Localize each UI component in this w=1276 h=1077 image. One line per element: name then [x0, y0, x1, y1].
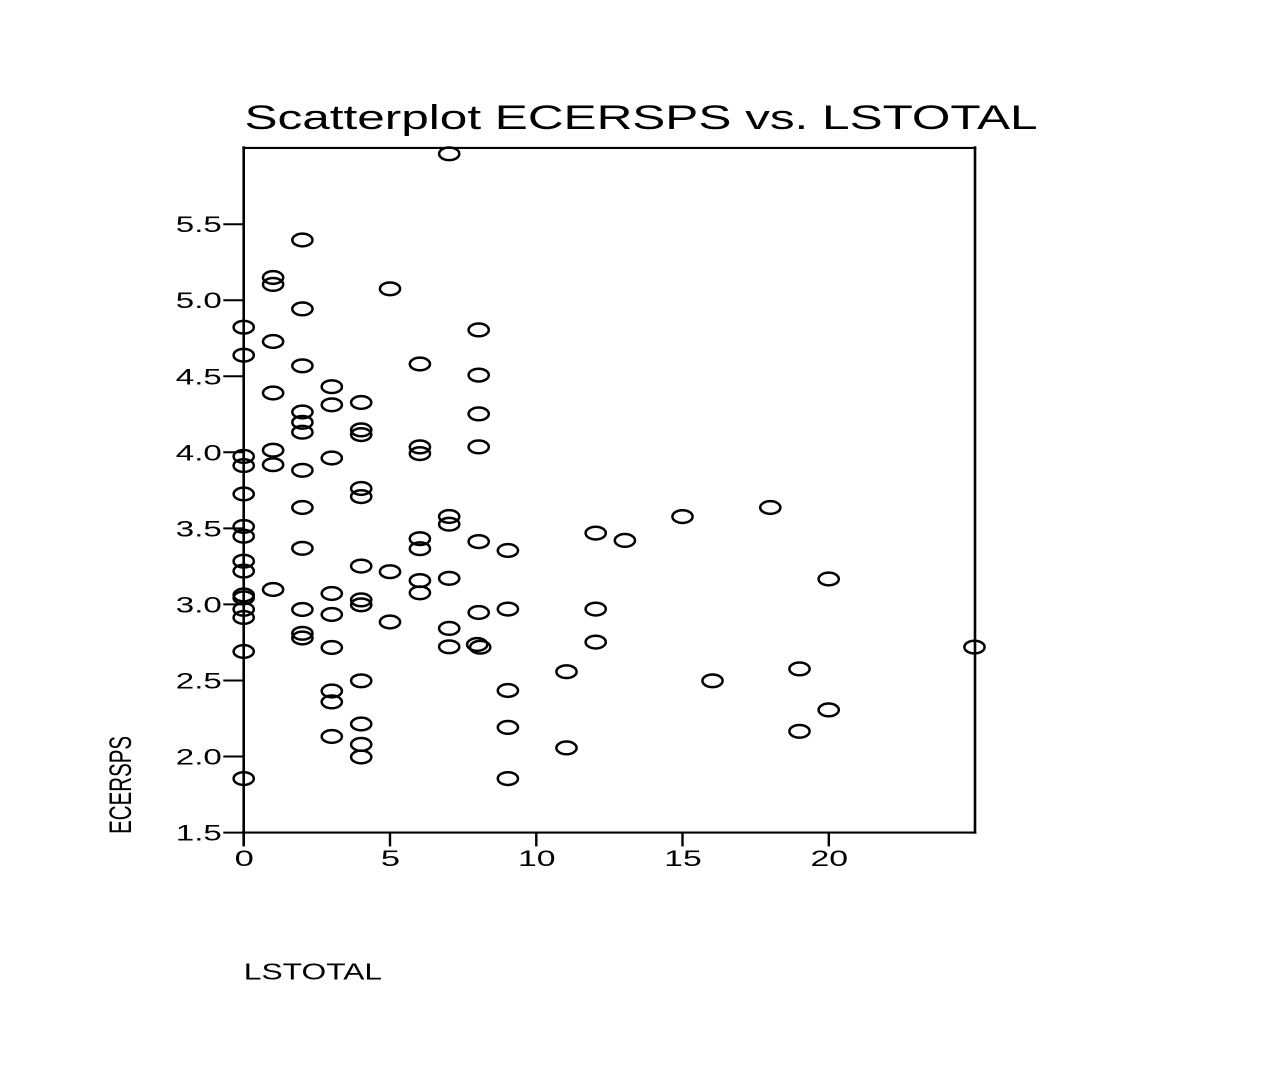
svg-text:3.0: 3.0 — [176, 592, 222, 617]
svg-text:0: 0 — [235, 846, 254, 871]
svg-text:5.5: 5.5 — [176, 212, 222, 237]
svg-text:ECERSPS: ECERSPS — [102, 736, 138, 834]
svg-text:5: 5 — [381, 846, 400, 871]
svg-text:3.5: 3.5 — [176, 516, 222, 541]
svg-text:20: 20 — [811, 846, 849, 871]
svg-text:2.5: 2.5 — [176, 669, 222, 694]
svg-text:1.5: 1.5 — [176, 821, 222, 846]
svg-text:4.0: 4.0 — [176, 440, 222, 465]
svg-text:LSTOTAL: LSTOTAL — [244, 959, 382, 985]
svg-text:2.0: 2.0 — [176, 745, 222, 770]
svg-text:10: 10 — [518, 846, 556, 871]
svg-text:Scatterplot ECERSPS vs. LSTOTA: Scatterplot ECERSPS vs. LSTOTAL — [245, 99, 1038, 137]
svg-text:4.5: 4.5 — [176, 364, 222, 389]
svg-text:5.0: 5.0 — [176, 288, 222, 313]
svg-text:15: 15 — [664, 846, 702, 871]
